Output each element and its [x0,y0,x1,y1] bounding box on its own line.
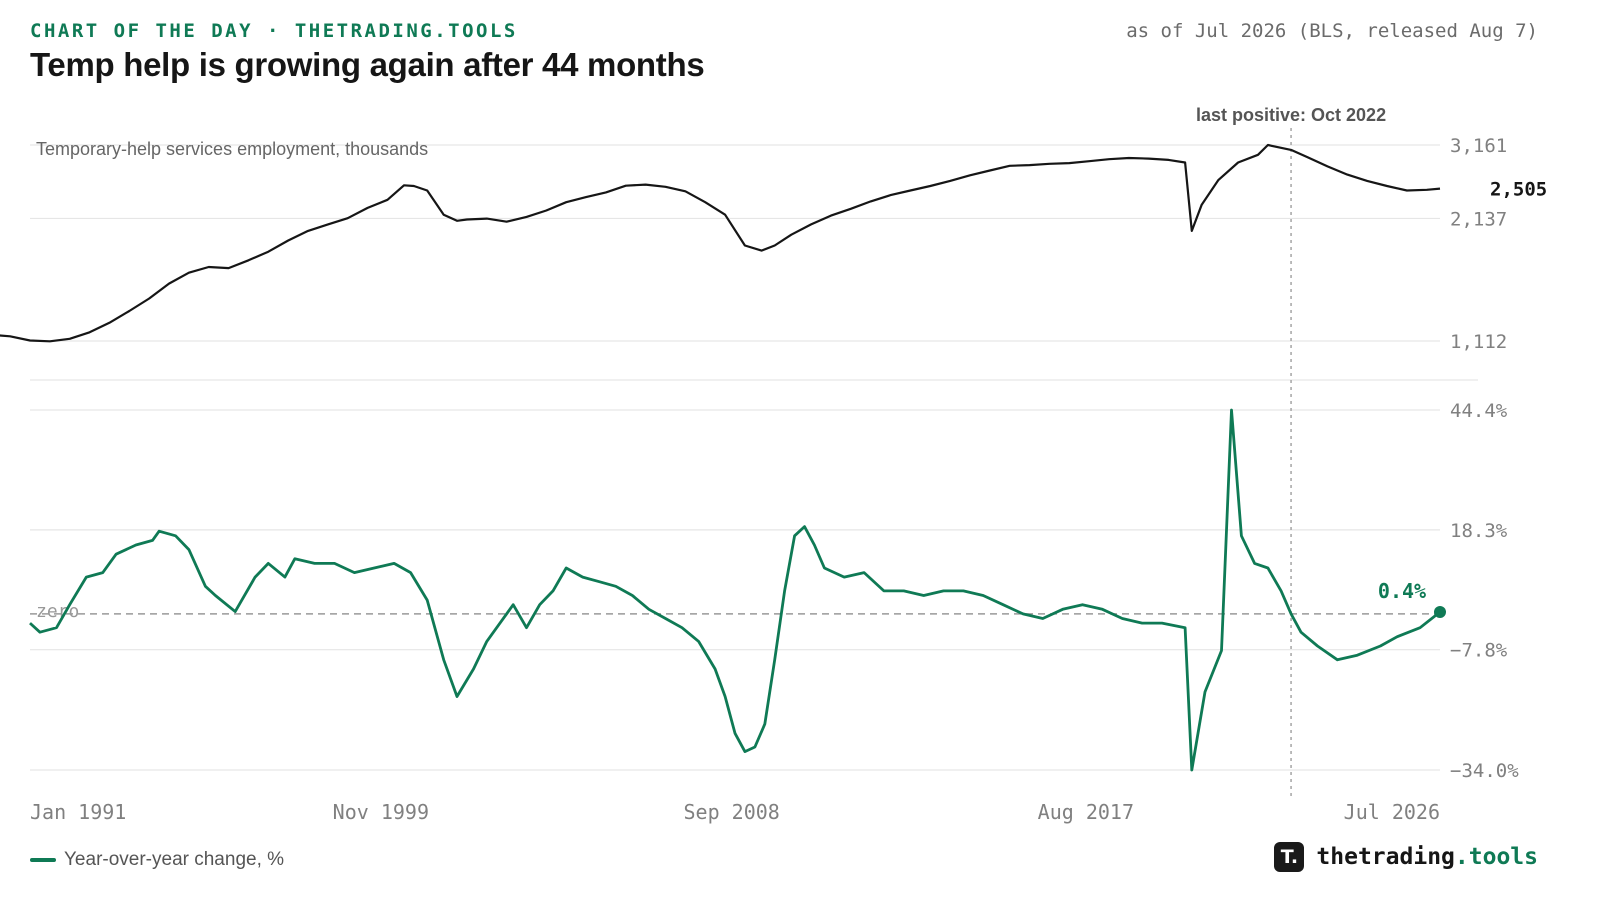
x-tick-label: Jul 2026 [1344,800,1440,824]
x-tick-label: Jan 1991 [30,800,126,824]
yoy-last-point [1434,606,1446,619]
x-tick-label: Aug 2017 [1038,800,1134,824]
x-axis-ticks: Jan 1991 Nov 1999 Sep 2008 Aug 2017 Jul 2026 [30,800,1440,824]
legend: Year-over-year change, % [30,849,284,871]
brand-name-tld: .tools [1454,844,1538,870]
x-tick-label: Sep 2008 [684,800,780,824]
bottom-y-tick-label: −34.0% [1450,760,1519,782]
legend-label: Year-over-year change, % [64,849,285,870]
yoy-last-value-label: 0.4% [1378,579,1426,603]
legend-swatch [30,858,56,862]
bottom-y-tick-label: 44.4% [1450,400,1508,422]
zero-label: zero [36,601,79,622]
bottom-y-ticks: −34.0% −7.8% 18.3% 44.4% [1450,400,1519,782]
top-panel-label: Temporary-help services employment, thou… [36,139,428,159]
brand-logo-icon: T. [1274,842,1305,872]
eyebrow-label: CHART OF THE DAY · THETRADING.TOOLS [30,20,518,42]
brand-name: thetrading.tools [1316,844,1538,870]
level-series-line [0,143,1441,343]
top-panel-grid [30,144,1440,342]
x-tick-label: Nov 1999 [333,800,429,824]
top-y-tick-label: 1,112 [1450,331,1507,353]
brand-name-main: thetrading [1316,844,1455,870]
bottom-panel-grid [30,409,1440,771]
top-y-tick-label: 3,161 [1450,135,1507,157]
as-of-label: as of Jul 2026 (BLS, released Aug 7) [1126,20,1538,42]
bottom-y-tick-label: −7.8% [1450,640,1508,662]
top-y-tick-label: 2,137 [1450,208,1507,230]
annotation-label: last positive: Oct 2022 [1196,105,1386,125]
chart-title: Temp help is growing again after 44 mont… [30,46,705,83]
level-last-value-label: 2,505 [1490,179,1547,201]
brand[interactable]: T. thetrading.tools [1274,842,1538,872]
bottom-y-tick-label: 18.3% [1450,520,1508,542]
top-y-ticks: 1,112 2,137 3,161 [1450,135,1507,353]
yoy-series-line [29,408,1441,772]
